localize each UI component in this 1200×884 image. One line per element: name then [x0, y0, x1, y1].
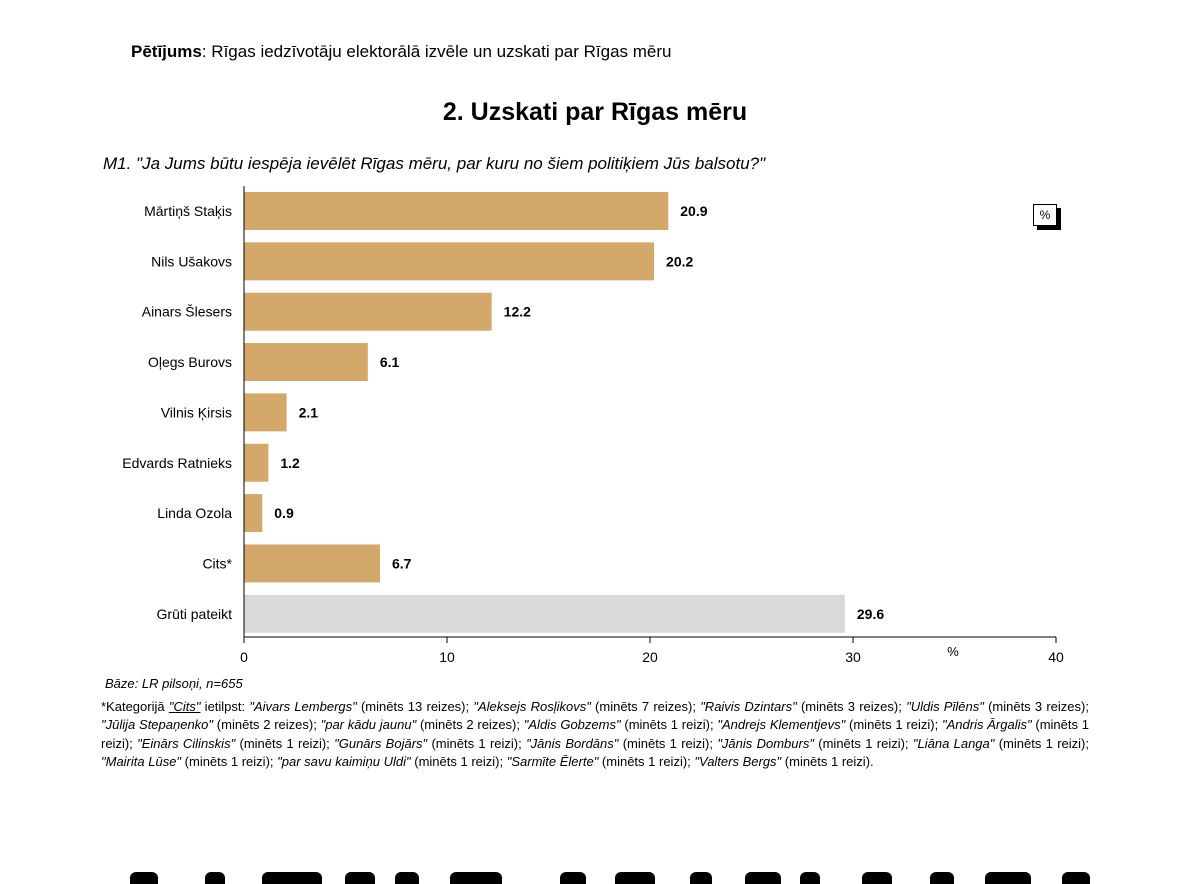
cropped-bottom-text [0, 872, 1200, 884]
footnote-item-name: "par savu kaimiņu Uldi" [277, 753, 411, 769]
footnote-item-name: "Einārs Cilinskis" [137, 735, 236, 751]
footnote-item-count: (minēts 1 reizi); [181, 753, 278, 769]
bar [244, 494, 263, 533]
section-title: 2. Uzskati par Rīgas mēru [442, 98, 748, 126]
footnote-item-name: "Raivis Dzintars" [700, 699, 797, 714]
data-label: 0.9 [274, 505, 294, 521]
footnote: *Kategorijā "Cits" ietilpst: "Aivars Lem… [101, 698, 1089, 771]
footnote-item-count: (minēts 7 reizes); [590, 699, 701, 714]
category-label: Grūti pateikt [157, 606, 233, 622]
unit-box: % [1033, 204, 1057, 226]
bar [244, 443, 269, 482]
footnote-item-name: "Sarmīte Ēlerte" [506, 753, 599, 769]
category-label: Ainars Šlesers [142, 304, 232, 320]
footnote-item-count: (minēts 3 reizes); [796, 699, 907, 714]
x-tick-label: 40 [1048, 649, 1064, 665]
footnote-item-name: "Aldis Gobzems" [523, 717, 621, 733]
footnote-item-name: "par kādu jaunu" [320, 717, 417, 733]
x-tick-label: 0 [240, 649, 248, 665]
footnote-intro: ietilpst: [200, 699, 250, 714]
base-note: Bāze: LR pilsoņi, n=655 [105, 676, 243, 691]
footnote-item-count: (minēts 1 reizi); [813, 735, 913, 751]
x-tick-label: 30 [845, 649, 861, 665]
bar [244, 292, 492, 331]
footnote-item-name: "Valters Bergs" [694, 753, 782, 769]
footnote-item-name: "Mairita Lūse" [101, 753, 182, 769]
footnote-item-count: (minēts 1 reizi); [101, 717, 1089, 751]
bar [244, 343, 368, 382]
footnote-item-count: (minēts 1 reizi); [427, 735, 527, 751]
bar [244, 393, 287, 432]
footnote-item-count: (minēts 2 reizes); [213, 717, 321, 733]
bar [244, 594, 845, 633]
data-label: 6.7 [392, 555, 412, 571]
footnote-item-count: (minēts 1 reizi). [781, 753, 874, 769]
study-label: Pētījums [131, 42, 202, 61]
footnote-item-name: "Jūlija Stepaņenko" [101, 717, 214, 733]
footnote-items: "Aivars Lembergs" (minēts 13 reizes); "A… [101, 699, 1089, 769]
footnote-item-count: (minēts 1 reizi); [994, 735, 1089, 751]
study-line: Pētījums: Rīgas iedzīvotāju elektorālā i… [131, 42, 671, 62]
footnote-item-count: (minēts 1 reizi); [598, 753, 695, 769]
footnote-item-name: "Gunārs Bojārs" [334, 735, 428, 751]
x-tick-label: 20 [642, 649, 658, 665]
x-tick-label: 10 [439, 649, 455, 665]
bar [244, 544, 381, 583]
footnote-item-name: "Andrejs Klementjevs" [717, 717, 846, 733]
data-label: 1.2 [280, 455, 300, 471]
category-label: Vilnis Ķirsis [161, 404, 232, 420]
data-label: 6.1 [380, 354, 400, 370]
footnote-item-count: (minēts 13 reizes); [356, 699, 474, 714]
footnote-item-name: "Jānis Domburs" [717, 735, 814, 751]
footnote-item-name: "Aivars Lembergs" [249, 699, 357, 714]
footnote-item-count: (minēts 1 reizi); [618, 735, 718, 751]
category-label: Linda Ozola [157, 505, 232, 521]
data-label: 20.9 [680, 203, 707, 219]
footnote-item-count: (minēts 1 reizi); [845, 717, 942, 733]
footnote-item-name: "Andris Ārgalis" [942, 717, 1032, 733]
data-label: 12.2 [504, 304, 531, 320]
footnote-item-name: "Jānis Bordāns" [526, 735, 619, 751]
category-label: Edvards Ratnieks [122, 455, 232, 471]
footnote-item-name: "Uldis Pīlēns" [906, 699, 984, 714]
category-label: Oļegs Burovs [148, 354, 232, 370]
footnote-item-count: (minēts 1 reizi); [235, 735, 335, 751]
chart-title: M1. "Ja Jums būtu iespēja ievēlēt Rīgas … [103, 154, 766, 173]
data-label: 29.6 [857, 606, 884, 622]
footnote-item-count: (minēts 1 reizi); [620, 717, 718, 733]
footnote-item-name: "Aleksejs Rosļikovs" [473, 699, 591, 714]
category-label: Cits* [202, 555, 232, 571]
footnote-item-name: "Liāna Langa" [912, 735, 995, 751]
footnote-item-count: (minēts 1 reizi); [410, 753, 507, 769]
bar [244, 242, 655, 281]
x-axis-label: % [947, 644, 959, 659]
footnote-cits: "Cits" [168, 699, 201, 714]
category-label: Mārtiņš Staķis [144, 203, 232, 219]
footnote-item-count: (minēts 3 reizes); [983, 699, 1089, 714]
data-label: 20.2 [666, 253, 693, 269]
footnote-item-count: (minēts 2 reizes); [416, 717, 524, 733]
data-label: 2.1 [299, 404, 319, 420]
bar [244, 192, 669, 230]
category-label: Nils Ušakovs [151, 253, 232, 269]
study-text: : Rīgas iedzīvotāju elektorālā izvēle un… [201, 42, 672, 61]
footnote-prefix: *Kategorijā [101, 699, 169, 714]
